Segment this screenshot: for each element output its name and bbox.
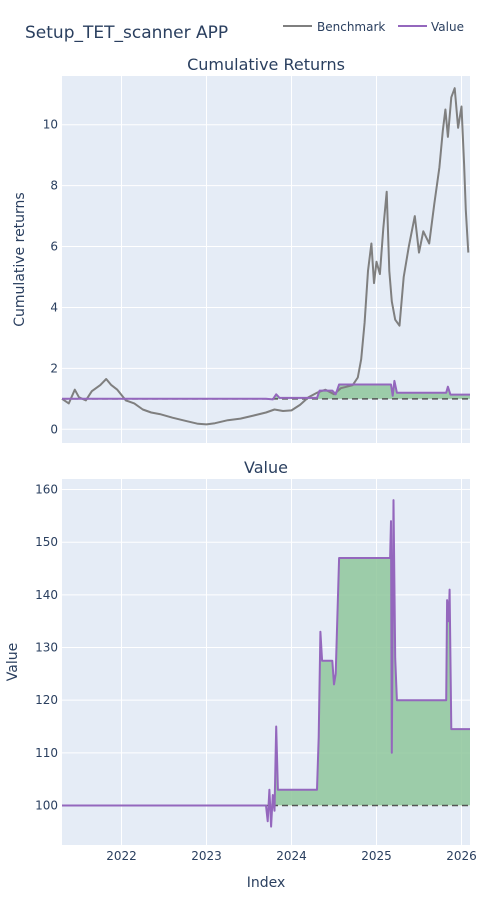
returns-y-tick-label: 4: [50, 300, 58, 314]
legend-benchmark-label[interactable]: Benchmark: [317, 20, 385, 34]
returns-y-tick-label: 0: [50, 422, 58, 436]
app-title: Setup_TET_scanner APP: [25, 23, 228, 43]
value-x-tick-label: 2026: [446, 849, 477, 863]
value-y-tick-label: 130: [35, 641, 58, 655]
legend-value-label[interactable]: Value: [431, 20, 464, 34]
value-y-tick-label: 160: [35, 483, 58, 497]
returns-y-tick-label: 6: [50, 240, 58, 254]
value-x-axis-title: Index: [247, 875, 286, 891]
value-value-fill-area: [62, 500, 470, 806]
value-y-tick-label: 140: [35, 588, 58, 602]
returns-panel-title: Cumulative Returns: [187, 55, 345, 74]
value-x-tick-label: 2024: [276, 849, 307, 863]
cumulative-returns-panel[interactable]: 0 2 4 6 8 10 Cumulative Returns Cumulative retu…: [12, 55, 470, 443]
value-x-tick-label: 2022: [106, 849, 137, 863]
legend[interactable]: Benchmark Value: [283, 20, 464, 34]
value-y-axis-title: Value: [5, 643, 21, 681]
value-x-tick-label: 2025: [361, 849, 392, 863]
returns-y-tick-label: 2: [50, 361, 58, 375]
value-panel[interactable]: 100 110 120 130 140 150 160 2022 2023 2024 2025 202…: [5, 458, 477, 891]
value-x-tick-label: 2023: [191, 849, 222, 863]
returns-plot-area[interactable]: [62, 76, 470, 443]
returns-y-tick-label: 8: [50, 179, 58, 193]
value-y-tick-label: 120: [35, 693, 58, 707]
returns-y-axis-title: Cumulative returns: [12, 192, 28, 326]
returns-y-tick-label: 10: [43, 118, 58, 132]
value-y-tick-label: 150: [35, 535, 58, 549]
returns-series-benchmark-line[interactable]: [61, 87, 470, 426]
value-y-tick-label: 110: [35, 746, 58, 760]
value-y-tick-label: 100: [35, 799, 58, 813]
value-series-value-line[interactable]: [62, 499, 470, 828]
returns-series-value-line[interactable]: [62, 379, 470, 401]
value-panel-title: Value: [244, 458, 288, 477]
